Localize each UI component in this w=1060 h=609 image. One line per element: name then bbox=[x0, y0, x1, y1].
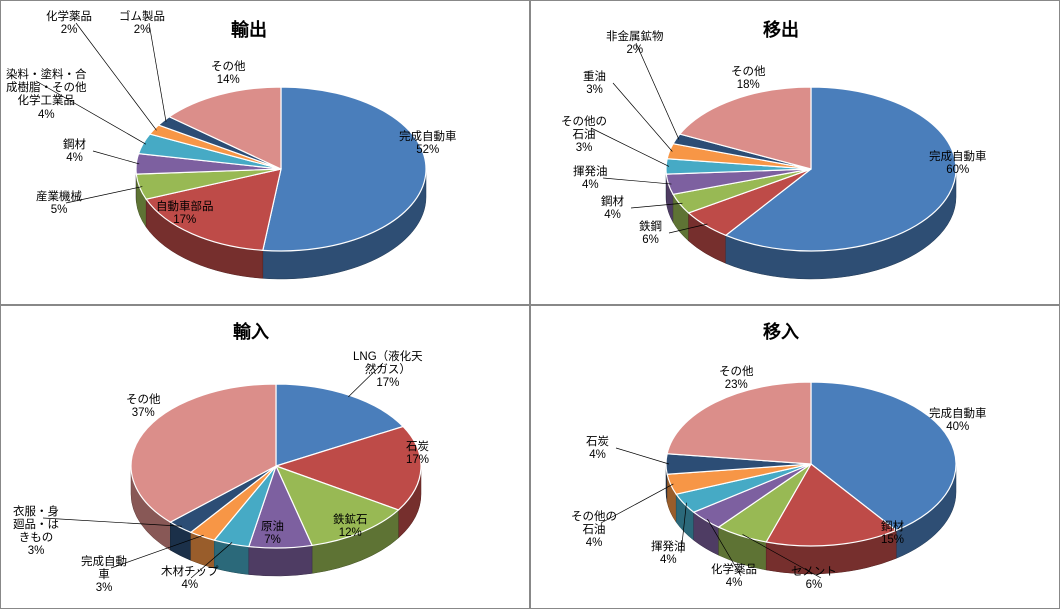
chart-cell-transfer-out: 移出完成自動車 60% 鉄鋼 6% 鋼材 4% 揮発油 4% その他の 石油 3% 重油 … bbox=[530, 0, 1060, 305]
chart-cell-transfer-in: 移入完成自動車 40% 鋼材 15% セメント 6% 化学薬品 4% 揮発油 4% その他… bbox=[530, 305, 1060, 609]
slice-label: 染料・塗料・合 成樹脂・その他 化学工業品 4% bbox=[6, 69, 87, 122]
slice-label: その他 37% bbox=[126, 394, 161, 420]
slice-label: LNG（液化天 然ガス） 17% bbox=[353, 351, 423, 391]
slice-label: その他 18% bbox=[731, 66, 766, 92]
slice-その他 bbox=[667, 382, 811, 464]
slice-label: その他の 石油 4% bbox=[571, 511, 617, 551]
slice-label: その他 14% bbox=[211, 61, 246, 87]
slice-label: 石炭 17% bbox=[406, 441, 429, 467]
slice-label: 鉄鉱石 12% bbox=[333, 514, 368, 540]
slice-label: 衣服・身 廻品・は きもの 3% bbox=[13, 506, 59, 559]
slice-label: 完成自動車 52% bbox=[399, 131, 457, 157]
slice-label: 化学薬品 4% bbox=[711, 564, 757, 590]
slice-label: 鋼材 4% bbox=[601, 196, 624, 222]
pie-chart-transfer-in bbox=[531, 306, 1060, 609]
chart-title: 輸入 bbox=[233, 318, 269, 344]
chart-title: 移出 bbox=[763, 16, 799, 42]
slice-label: 鉄鋼 6% bbox=[639, 221, 662, 247]
slice-label: 石炭 4% bbox=[586, 436, 609, 462]
chart-cell-import: 輸入 LNG（液化天 然ガス） 17% 石炭 17% 鉄鉱石 12% 原油 7% 木材チッ… bbox=[0, 305, 530, 609]
slice-label: 原油 7% bbox=[261, 521, 284, 547]
slice-label: 鋼材 15% bbox=[881, 521, 904, 547]
slice-label: その他の 石油 3% bbox=[561, 116, 607, 156]
slice-label: ゴム製品 2% bbox=[119, 11, 165, 37]
slice-label: 完成自動車 40% bbox=[929, 408, 987, 434]
slice-label: 揮発油 4% bbox=[651, 541, 686, 567]
slice-label: 重油 3% bbox=[583, 71, 606, 97]
slice-label: 産業機械 5% bbox=[36, 191, 82, 217]
chart-cell-export: 輸出完成自動車 52% 自動車部品 17% 産業機械 5% 鋼材 4% 染料・塗料・合 … bbox=[0, 0, 530, 305]
slice-label: 非金属鉱物 2% bbox=[606, 31, 664, 57]
slice-label: 鋼材 4% bbox=[63, 139, 86, 165]
slice-label: 完成自動車 60% bbox=[929, 151, 987, 177]
slice-label: その他 23% bbox=[719, 366, 754, 392]
slice-label: 揮発油 4% bbox=[573, 166, 608, 192]
slice-label: 完成自動 車 3% bbox=[81, 556, 127, 596]
slice-label: 化学薬品 2% bbox=[46, 11, 92, 37]
slice-label: 自動車部品 17% bbox=[156, 201, 214, 227]
slice-label: セメント 6% bbox=[791, 566, 837, 592]
chart-title: 輸出 bbox=[231, 16, 267, 42]
chart-title: 移入 bbox=[763, 318, 799, 344]
chart-grid: 輸出完成自動車 52% 自動車部品 17% 産業機械 5% 鋼材 4% 染料・塗料・合 … bbox=[0, 0, 1060, 609]
slice-label: 木材チップ 4% bbox=[161, 566, 219, 592]
